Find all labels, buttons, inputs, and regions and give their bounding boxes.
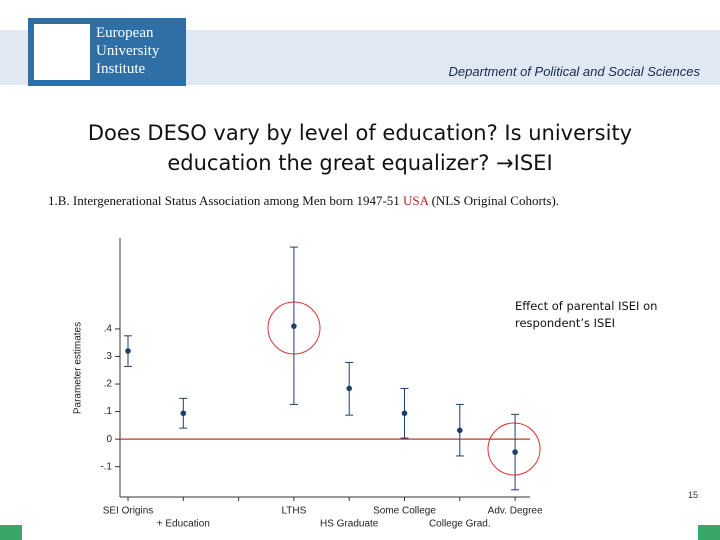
logo-line: European — [96, 25, 154, 41]
department: Department of Political and Social Scien… — [448, 64, 700, 79]
caption-text: 1.B. Intergenerational Status Associatio… — [48, 193, 404, 208]
y-tick-label: 0 — [106, 434, 112, 445]
point — [346, 385, 353, 392]
x-tick-label: Adv. Degree — [488, 506, 543, 517]
y-tick-label: .4 — [104, 324, 113, 335]
x-tick-label: HS Graduate — [320, 519, 379, 530]
logo-mark — [34, 24, 90, 80]
x-tick-label: Some College — [373, 506, 436, 517]
caption-text: (NLS Original Cohorts). — [428, 193, 560, 208]
x-tick-label: SEI Origins — [103, 506, 154, 517]
highlight-circle — [487, 422, 541, 476]
x-tick-label: College Grad. — [429, 519, 491, 530]
y-tick-label: -.1 — [100, 461, 112, 472]
y-tick-label: .2 — [104, 379, 113, 390]
figure-caption: 1.B. Intergenerational Status Associatio… — [48, 193, 559, 209]
logo: European University Institute — [28, 18, 186, 86]
annotation: Effect of parental ISEI on respondent’s … — [515, 299, 658, 330]
point — [291, 323, 297, 329]
x-tick-label: + Education — [157, 519, 210, 530]
point — [457, 427, 463, 434]
footer-accent — [698, 525, 720, 540]
point — [512, 449, 518, 455]
logo-line: University — [96, 43, 160, 59]
point — [401, 410, 408, 417]
page-number: 15 — [688, 490, 699, 500]
point — [180, 410, 187, 417]
logo-text: European University Institute — [96, 24, 159, 78]
y-tick-label: .3 — [104, 351, 113, 362]
footer-accent — [0, 525, 22, 540]
point — [125, 348, 131, 354]
caption-highlight: USA — [403, 193, 429, 208]
y-tick-label: .1 — [104, 406, 113, 417]
logo-line: Institute — [96, 61, 146, 77]
x-tick-label: LTHS — [281, 506, 306, 517]
y-axis-label: Parameter estimates — [73, 322, 84, 414]
slide-title: Does DESO vary by level of education? Is… — [87, 121, 633, 175]
